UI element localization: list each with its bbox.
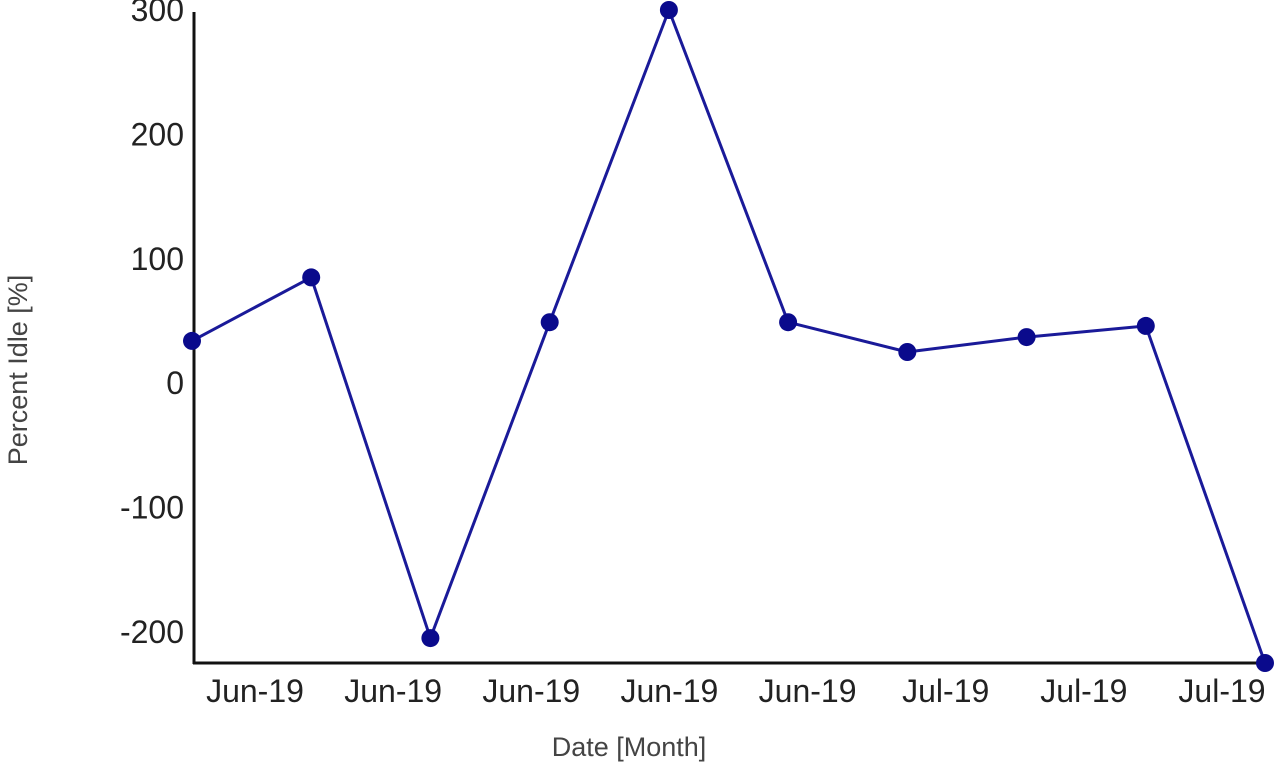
data-point	[540, 313, 559, 332]
data-point	[1256, 654, 1274, 672]
x-tick-label: Jul-19	[1178, 673, 1265, 709]
series-group	[183, 1, 1274, 672]
data-point	[302, 268, 321, 287]
data-point	[421, 629, 440, 648]
x-axis-title: Date [Month]	[552, 732, 707, 762]
data-point	[898, 343, 917, 361]
x-tick-label: Jun-19	[206, 673, 304, 709]
x-tick-label: Jul-19	[1040, 673, 1127, 709]
x-tick-labels: Jun-19 Jun-19 Jun-19 Jun-19 Jun-19 Jul-19 Jul-…	[206, 673, 1266, 709]
y-tick-label: 200	[131, 116, 184, 152]
y-tick-label: 0	[166, 365, 184, 401]
data-point	[183, 331, 201, 350]
data-point	[779, 313, 798, 332]
x-tick-label: Jun-19	[621, 673, 719, 709]
series-line	[191, 8, 1267, 664]
data-point	[1136, 316, 1155, 335]
y-tick-label: 100	[131, 241, 184, 277]
y-tick-label: -100	[120, 490, 184, 526]
y-tick-label: 300	[131, 0, 184, 28]
y-tick-labels: 300 200 100 0 -100 -200	[120, 0, 184, 650]
x-tick-label: Jun-19	[482, 673, 580, 709]
x-tick-label: Jul-19	[902, 673, 989, 709]
y-tick-label: -200	[120, 614, 184, 650]
axes	[192, 12, 1268, 665]
data-point	[659, 1, 678, 19]
data-point	[1017, 328, 1036, 347]
x-tick-label: Jun-19	[759, 673, 857, 709]
y-axis-title: Percent Idle [%]	[3, 275, 33, 466]
x-tick-label: Jun-19	[344, 673, 442, 709]
